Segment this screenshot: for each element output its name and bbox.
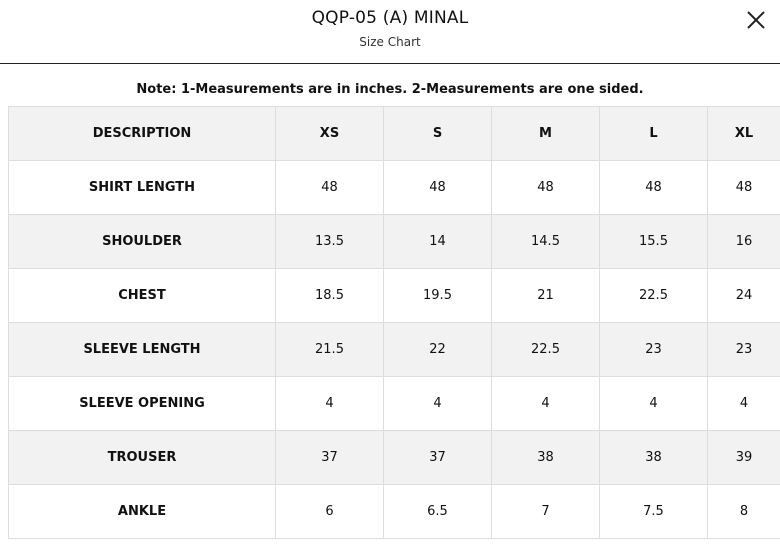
measurement-note: Note: 1-Measurements are in inches. 2-Me…	[136, 82, 644, 97]
row-label: TROUSER	[8, 430, 276, 485]
table-cell: 23	[707, 322, 780, 377]
row-label: SLEEVE LENGTH	[8, 322, 276, 377]
column-header-m: M	[491, 106, 600, 161]
table-cell: 38	[599, 430, 708, 485]
table-cell: 22.5	[491, 322, 600, 377]
row-label: SHIRT LENGTH	[8, 160, 276, 215]
table-cell: 4	[383, 376, 492, 431]
modal-subtitle: Size Chart	[359, 35, 421, 49]
table-cell: 39	[707, 430, 780, 485]
table-cell: 48	[275, 160, 384, 215]
table-row-shirt-length: SHIRT LENGTH 48 48 48 48 48	[8, 160, 780, 215]
table-cell: 4	[275, 376, 384, 431]
table-cell: 37	[383, 430, 492, 485]
table-cell: 48	[383, 160, 492, 215]
table-row-chest: CHEST 18.5 19.5 21 22.5 24	[8, 268, 780, 323]
table-cell: 48	[707, 160, 780, 215]
column-header-xs: XS	[275, 106, 384, 161]
table-cell: 6	[275, 484, 384, 539]
column-header-l: L	[599, 106, 708, 161]
table-row-sleeve-opening: SLEEVE OPENING 4 4 4 4 4	[8, 376, 780, 431]
table-cell: 4	[599, 376, 708, 431]
table-row-shoulder: SHOULDER 13.5 14 14.5 15.5 16	[8, 214, 780, 269]
table-cell: 21.5	[275, 322, 384, 377]
table-cell: 22	[383, 322, 492, 377]
table-cell: 6.5	[383, 484, 492, 539]
table-cell: 19.5	[383, 268, 492, 323]
table-row-ankle: ANKLE 6 6.5 7 7.5 8	[8, 484, 780, 539]
row-label: CHEST	[8, 268, 276, 323]
table-cell: 15.5	[599, 214, 708, 269]
table-cell: 14.5	[491, 214, 600, 269]
table-cell: 24	[707, 268, 780, 323]
table-cell: 22.5	[599, 268, 708, 323]
modal-header: QQP-05 (A) MINAL Size Chart	[0, 0, 780, 64]
close-icon[interactable]	[746, 10, 766, 30]
table-cell: 4	[491, 376, 600, 431]
column-header-xl: XL	[707, 106, 780, 161]
close-button[interactable]	[744, 8, 768, 32]
table-cell: 14	[383, 214, 492, 269]
table-row-sleeve-length: SLEEVE LENGTH 21.5 22 22.5 23 23	[8, 322, 780, 377]
column-header-s: S	[383, 106, 492, 161]
table-cell: 13.5	[275, 214, 384, 269]
table-row-trouser: TROUSER 37 37 38 38 39	[8, 430, 780, 485]
table-cell: 38	[491, 430, 600, 485]
table-cell: 7	[491, 484, 600, 539]
table-cell: 21	[491, 268, 600, 323]
table-cell: 48	[599, 160, 708, 215]
table-cell: 18.5	[275, 268, 384, 323]
column-header-description: DESCRIPTION	[8, 106, 276, 161]
table-cell: 37	[275, 430, 384, 485]
table-cell: 7.5	[599, 484, 708, 539]
table-cell: 8	[707, 484, 780, 539]
product-title: QQP-05 (A) MINAL	[311, 8, 469, 28]
row-label: ANKLE	[8, 484, 276, 539]
size-chart-table: DESCRIPTION XS S M L XL SHIRT LENGTH 48 …	[8, 106, 780, 539]
row-label: SLEEVE OPENING	[8, 376, 276, 431]
table-header-row: DESCRIPTION XS S M L XL	[8, 106, 780, 161]
table-cell: 48	[491, 160, 600, 215]
table-cell: 23	[599, 322, 708, 377]
table-cell: 4	[707, 376, 780, 431]
row-label: SHOULDER	[8, 214, 276, 269]
table-cell: 16	[707, 214, 780, 269]
